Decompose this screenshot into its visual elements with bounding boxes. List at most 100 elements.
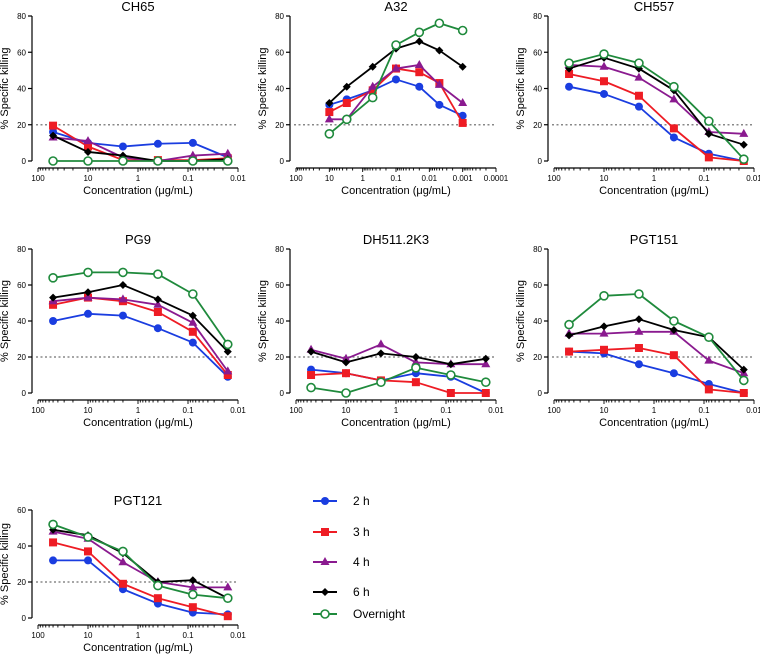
- y-tick-label: 40: [275, 317, 284, 326]
- data-point: [414, 27, 425, 38]
- y-tick-label: 40: [275, 85, 284, 94]
- data-point: [435, 46, 444, 55]
- data-point: [49, 556, 58, 565]
- data-point: [307, 347, 316, 356]
- data-point: [49, 538, 58, 547]
- data-point: [480, 377, 491, 388]
- data-point: [83, 267, 93, 278]
- x-tick-label: 10: [325, 174, 334, 183]
- data-point: [188, 338, 197, 347]
- data-point: [704, 385, 713, 394]
- data-point: [634, 326, 644, 335]
- data-point: [83, 136, 93, 145]
- data-point: [669, 351, 678, 360]
- data-point: [634, 344, 643, 352]
- series-line: [569, 330, 745, 375]
- data-point: [342, 99, 351, 107]
- data-point: [188, 589, 198, 600]
- data-point: [392, 75, 400, 84]
- data-point: [634, 72, 644, 81]
- data-point: [634, 91, 643, 100]
- y-tick-label: 60: [275, 281, 284, 290]
- y-tick-label: 20: [17, 353, 26, 362]
- y-axis-label: % Specific killing: [515, 280, 527, 362]
- data-point: [83, 156, 93, 166]
- data-point: [118, 142, 127, 151]
- x-tick-label: 0.1: [182, 174, 194, 183]
- x-tick-label: 100: [31, 174, 45, 183]
- y-tick-label: 0: [538, 157, 543, 166]
- data-point: [411, 362, 421, 373]
- x-tick-label: 10: [600, 174, 609, 183]
- data-point: [49, 293, 58, 302]
- series-line: [52, 271, 229, 345]
- y-axis-label: % Specific killing: [257, 280, 269, 362]
- data-point: [411, 357, 421, 366]
- series-line: [568, 53, 745, 160]
- data-point: [84, 547, 92, 556]
- data-point: [48, 519, 58, 530]
- series-overnight: [48, 267, 233, 350]
- data-point: [739, 128, 749, 137]
- x-tick-label: 0.01: [746, 174, 760, 183]
- data-point: [738, 154, 749, 164]
- data-point: [223, 148, 233, 157]
- data-point: [153, 156, 163, 166]
- data-point: [49, 300, 58, 309]
- series-6-h: [307, 347, 490, 369]
- data-point: [738, 375, 749, 386]
- data-point: [153, 269, 163, 280]
- data-point: [415, 68, 424, 77]
- y-tick-label: 0: [280, 157, 285, 166]
- series-line: [52, 312, 229, 378]
- data-point: [669, 124, 678, 133]
- data-point: [222, 339, 233, 350]
- legend-marker: [320, 609, 330, 619]
- data-point: [446, 389, 455, 397]
- data-point: [600, 77, 608, 86]
- data-point: [599, 49, 609, 59]
- x-tick-label: 0.01: [488, 406, 504, 415]
- data-point: [341, 114, 352, 125]
- x-axis-label: Concentration (μg/mL): [599, 185, 709, 197]
- y-tick-label: 20: [17, 578, 26, 587]
- x-tick-label: 1: [652, 174, 657, 183]
- data-point: [48, 272, 58, 283]
- y-axis-label: % Specific killing: [257, 48, 269, 130]
- y-tick-label: 60: [533, 281, 542, 290]
- data-point: [84, 288, 92, 297]
- data-point: [435, 100, 444, 109]
- data-point: [153, 139, 162, 148]
- chart-panel-pg9: PG9 0 20 40 60 80 100 10 1 0.1 0.01 Concentration (…: [0, 232, 246, 429]
- y-tick-label: 40: [533, 317, 542, 326]
- y-tick-label: 80: [17, 12, 26, 21]
- data-point: [118, 546, 128, 557]
- chart-panel-a32: A32 0 20 40 60 80 100 10 1 0.1 0.01 0.001 0.0001 Conc…: [257, 0, 509, 197]
- data-point: [565, 82, 574, 91]
- data-point: [376, 339, 386, 348]
- legend-marker: [321, 528, 329, 536]
- y-axis-label: % Specific killing: [515, 48, 527, 130]
- data-point: [188, 576, 197, 585]
- series-line: [52, 523, 228, 600]
- x-tick-label: 0.01: [230, 406, 246, 415]
- x-tick-label: 0.01: [746, 406, 760, 415]
- series-overnight: [48, 156, 233, 166]
- legend-label: Overnight: [353, 607, 406, 621]
- y-tick-label: 20: [275, 121, 284, 130]
- data-point: [118, 281, 127, 289]
- data-point: [367, 92, 378, 103]
- data-point: [153, 324, 162, 333]
- data-point: [739, 140, 748, 149]
- x-tick-label: 0.1: [390, 174, 402, 183]
- y-tick-label: 20: [17, 121, 26, 130]
- data-point: [153, 580, 163, 591]
- x-tick-label: 1: [652, 406, 657, 415]
- data-point: [341, 353, 351, 362]
- data-point: [704, 355, 714, 364]
- x-tick-label: 0.01: [230, 631, 246, 640]
- chart-panel-pgt151: PGT151 0 20 40 60 80 100 10 1 0.1 0.01 Concentratio…: [515, 232, 760, 429]
- data-point: [84, 309, 92, 318]
- y-tick-label: 80: [17, 245, 26, 254]
